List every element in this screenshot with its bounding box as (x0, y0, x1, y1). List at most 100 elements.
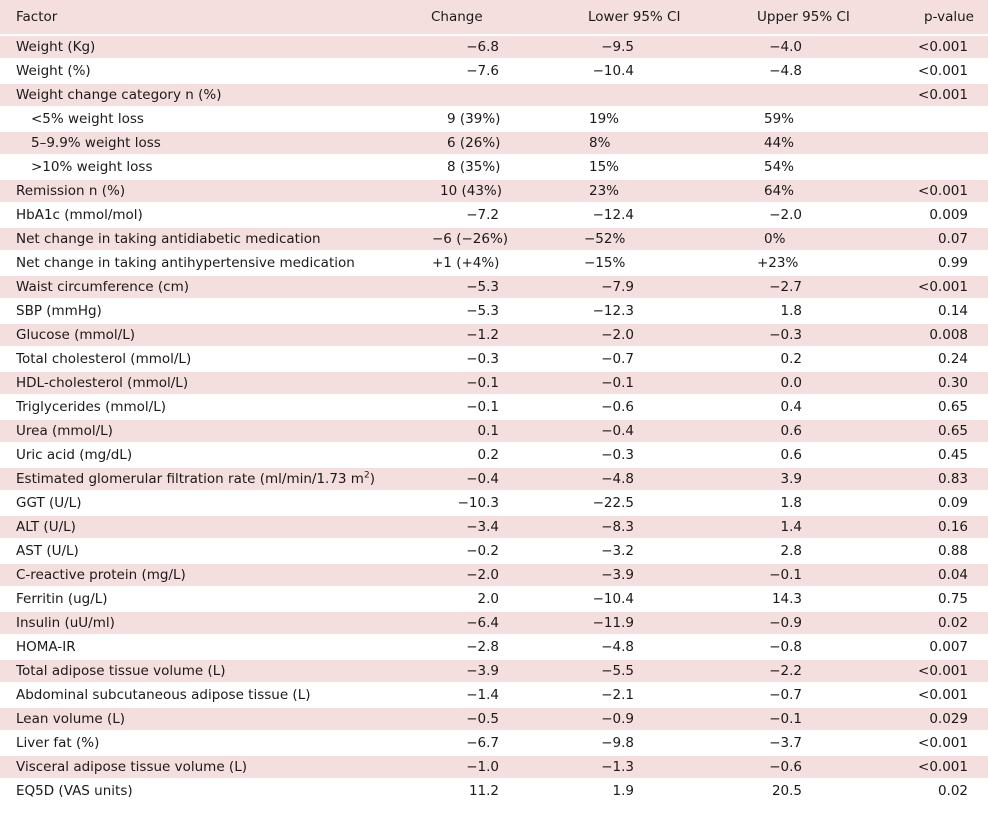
row-change: 8 (35%) (447, 159, 501, 175)
row-change: +1 (+4%) (432, 255, 500, 271)
row-upper-ci: 1.8 (780, 303, 802, 319)
row-p-value: <0.001 (918, 279, 968, 295)
table-row: HDL-cholesterol (mmol/L) −0.1 −0.1 0.0 0.30 (0, 372, 988, 394)
table-body: Weight (Kg) −6.8 −9.5 −4.0 <0.001 Weight (%) −… (0, 36, 988, 802)
row-change: −6 (−26%) (432, 231, 509, 247)
row-change: 6 (26%) (447, 135, 501, 151)
row-lower-ci: −9.8 (601, 735, 634, 751)
factor-label: Net change in taking antihypertensive me… (16, 255, 355, 271)
row-factor: Ferritin (ug/L) (16, 588, 108, 610)
row-factor: Abdominal subcutaneous adipose tissue (L… (16, 684, 310, 706)
row-upper-ci: −2.2 (769, 663, 802, 679)
row-change: −3.4 (466, 519, 499, 535)
table-row: Uric acid (mg/dL) 0.2 −0.3 0.6 0.45 (0, 444, 988, 466)
row-upper-ci: 44% (764, 135, 795, 151)
factor-label: Glucose (mmol/L) (16, 327, 135, 343)
row-lower-ci: −5.5 (601, 663, 634, 679)
row-factor: Triglycerides (mmol/L) (16, 396, 166, 418)
factor-label: Total cholesterol (mmol/L) (16, 351, 192, 367)
row-p-value: 0.24 (937, 351, 968, 367)
row-lower-ci: −12.3 (592, 303, 634, 319)
row-change: −0.3 (466, 351, 499, 367)
factor-label: AST (U/L) (16, 543, 79, 559)
row-change: 11.2 (468, 783, 499, 799)
row-factor: Urea (mmol/L) (16, 420, 113, 442)
table-row: ALT (U/L) −3.4 −8.3 1.4 0.16 (0, 516, 988, 538)
row-change: −1.0 (466, 759, 499, 775)
row-change: −2.8 (466, 639, 499, 655)
header-factor: Factor (16, 9, 58, 25)
row-upper-ci: −0.9 (769, 615, 802, 631)
row-upper-ci: −0.7 (769, 687, 802, 703)
row-change: −6.4 (466, 615, 499, 631)
table-row: Weight change category n (%) <0.001 (0, 84, 988, 106)
row-factor: C-reactive protein (mg/L) (16, 564, 186, 586)
row-lower-ci: 15% (589, 159, 620, 175)
row-change: −1.4 (466, 687, 499, 703)
factor-label: Remission n (%) (16, 183, 126, 199)
row-upper-ci: −2.7 (769, 279, 802, 295)
row-p-value: <0.001 (918, 687, 968, 703)
row-upper-ci: −0.1 (769, 711, 802, 727)
row-lower-ci: 19% (589, 111, 620, 127)
row-lower-ci: −0.3 (601, 447, 634, 463)
row-upper-ci: −0.6 (769, 759, 802, 775)
row-p-value: 0.14 (937, 303, 968, 319)
row-lower-ci: −11.9 (592, 615, 634, 631)
row-lower-ci: −0.6 (601, 399, 634, 415)
row-upper-ci: 54% (764, 159, 795, 175)
row-factor: SBP (mmHg) (16, 300, 102, 322)
row-change: −5.3 (466, 303, 499, 319)
row-lower-ci: −0.1 (601, 375, 634, 391)
row-upper-ci: −4.0 (769, 39, 802, 55)
row-change: −5.3 (466, 279, 499, 295)
row-lower-ci: −3.9 (601, 567, 634, 583)
row-upper-ci: 20.5 (771, 783, 802, 799)
row-p-value: 0.83 (937, 471, 968, 487)
row-lower-ci: −10.4 (592, 63, 634, 79)
table-row: Urea (mmol/L) 0.1 −0.4 0.6 0.65 (0, 420, 988, 442)
row-p-value: 0.65 (937, 423, 968, 439)
table-row: EQ5D (VAS units) 11.2 1.9 20.5 0.02 (0, 780, 988, 802)
row-p-value: <0.001 (918, 183, 968, 199)
row-change: 10 (43%) (440, 183, 503, 199)
row-lower-ci: −2.1 (601, 687, 634, 703)
row-lower-ci: −10.4 (592, 591, 634, 607)
header-lower-ci: Lower 95% CI (588, 9, 681, 25)
row-p-value: <0.001 (918, 759, 968, 775)
row-upper-ci: 0% (764, 231, 786, 247)
row-factor: Estimated glomerular filtration rate (ml… (16, 468, 375, 490)
row-lower-ci: 8% (589, 135, 611, 151)
row-change: 9 (39%) (447, 111, 501, 127)
row-p-value: 0.99 (937, 255, 968, 271)
row-p-value: <0.001 (918, 63, 968, 79)
factor-label: Weight (%) (16, 63, 91, 79)
table-row: Waist circumference (cm) −5.3 −7.9 −2.7 <0.0… (0, 276, 988, 298)
table-row: 5–9.9% weight loss 6 (26%) 8% 44% (0, 132, 988, 154)
row-change: −7.6 (466, 63, 499, 79)
row-upper-ci: 2.8 (780, 543, 802, 559)
row-p-value: 0.09 (937, 495, 968, 511)
row-change: −6.7 (466, 735, 499, 751)
factor-label: Weight (Kg) (16, 39, 96, 55)
row-factor: Uric acid (mg/dL) (16, 444, 132, 466)
row-factor: AST (U/L) (16, 540, 79, 562)
table-row: Glucose (mmol/L) −1.2 −2.0 −0.3 0.008 (0, 324, 988, 346)
factor-label: HbA1c (mmol/mol) (16, 207, 143, 223)
row-p-value: <0.001 (918, 87, 968, 103)
table-row: Liver fat (%) −6.7 −9.8 −3.7 <0.001 (0, 732, 988, 754)
row-p-value: 0.65 (937, 399, 968, 415)
factor-label: SBP (mmHg) (16, 303, 102, 319)
factor-label: Triglycerides (mmol/L) (16, 399, 167, 415)
row-change: −0.4 (466, 471, 499, 487)
row-factor: <5% weight loss (31, 108, 144, 130)
row-factor: HOMA-IR (16, 636, 76, 658)
table-row: C-reactive protein (mg/L) −2.0 −3.9 −0.1 0.0… (0, 564, 988, 586)
table-row: Net change in taking antidiabetic medica… (0, 228, 988, 250)
row-upper-ci: +23% (757, 255, 799, 271)
factor-label: Insulin (uU/ml) (16, 615, 115, 631)
row-upper-ci: −0.8 (769, 639, 802, 655)
row-lower-ci: −4.8 (601, 639, 634, 655)
factor-label: HDL-cholesterol (mmol/L) (16, 375, 189, 391)
